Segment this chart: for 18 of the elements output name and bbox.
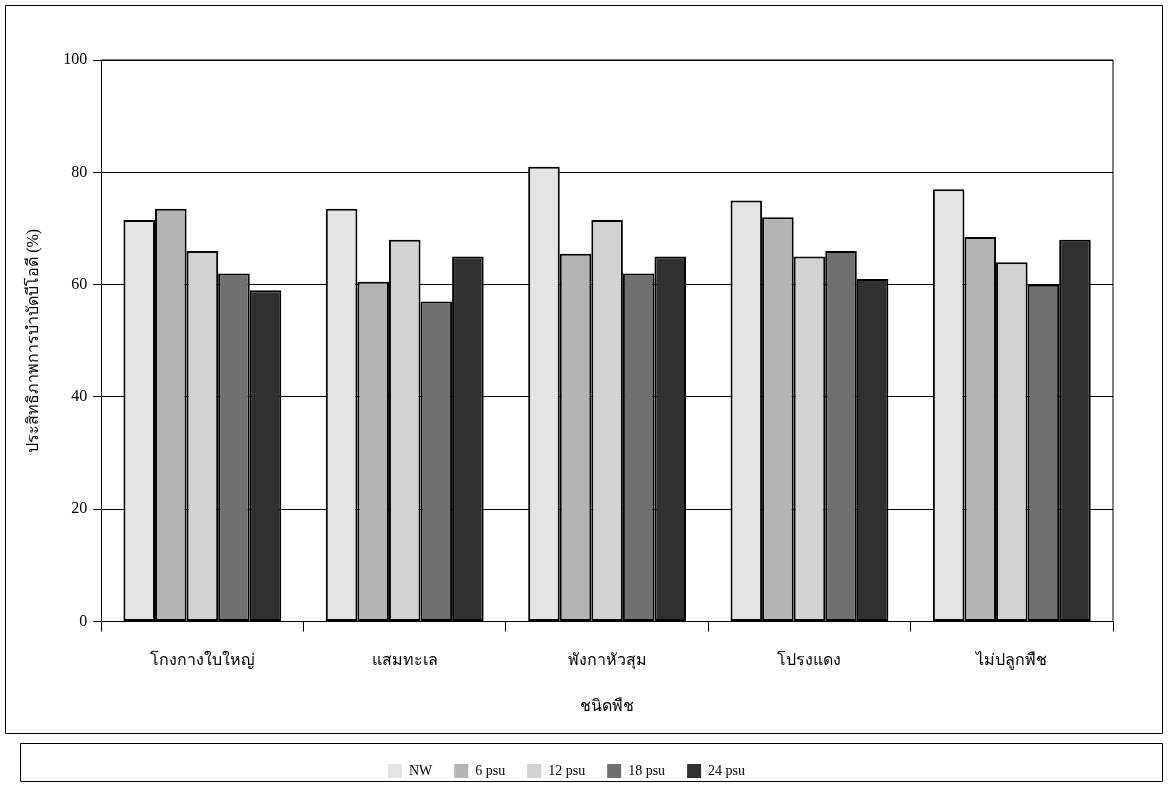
x-tick-label: โกงกางใบใหญ่ (149, 650, 255, 670)
y-tick-label: 0 (79, 611, 88, 629)
x-tick-label: โปรงแดง (777, 650, 842, 669)
legend-label: 12 psu (548, 762, 586, 778)
x-tick-label: แสมทะเล (371, 651, 438, 669)
y-tick-label: 60 (71, 274, 88, 292)
x-tick-label: ไม่ปลูกพืช (974, 650, 1048, 671)
legend-label: 24 psu (708, 762, 746, 778)
legend-label: 18 psu (628, 762, 666, 778)
y-tick-label: 40 (71, 387, 88, 405)
y-tick-label: 80 (71, 162, 88, 180)
x-axis-title: ชนิดพืช (580, 696, 635, 714)
y-axis-title: ประสิทธิภาพการบำบัดบีโอดี (%) (22, 228, 42, 453)
legend-label: 6 psu (475, 762, 506, 778)
x-tick-label: พังกาหัวสุม (567, 651, 647, 671)
y-tick-label: 20 (71, 499, 88, 517)
y-tick-label: 100 (63, 50, 88, 68)
legend-label: NW (408, 762, 434, 778)
